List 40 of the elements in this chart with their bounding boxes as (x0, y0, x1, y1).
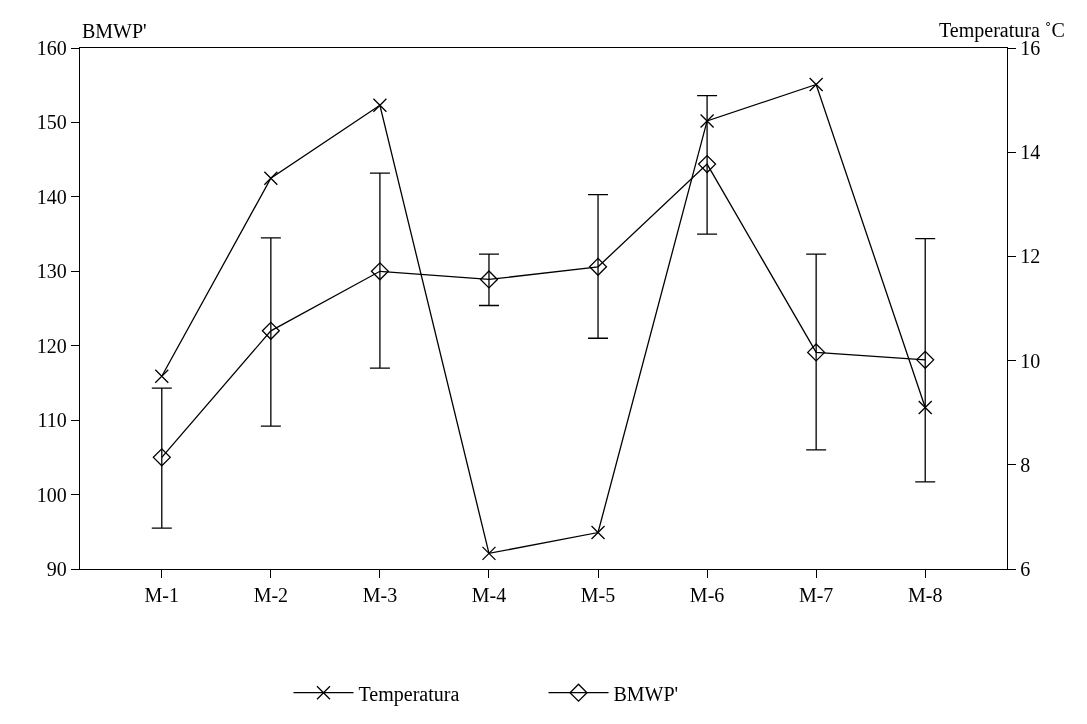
point (918, 400, 933, 415)
y-tick-label: 150 (36, 111, 67, 134)
x-tick-label: M-8 (907, 584, 943, 607)
x-tick-label: M-4 (471, 584, 507, 607)
point (372, 98, 388, 113)
point (807, 343, 826, 362)
legend-label: BMWP' (613, 682, 679, 705)
y-tick-label: 140 (36, 185, 67, 208)
point (588, 257, 608, 276)
y2-tick-label: 8 (1020, 453, 1031, 476)
x-tick-label: M-6 (689, 584, 725, 607)
x-tick-label: M-2 (253, 584, 289, 607)
y2-tick-label: 6 (1020, 558, 1031, 580)
y2-tick-label: 10 (1020, 349, 1041, 372)
point (263, 171, 278, 186)
point (261, 321, 280, 340)
point (699, 113, 715, 129)
y-tick-label: 160 (36, 37, 67, 59)
point (152, 448, 171, 467)
y-tick-label: 110 (37, 409, 67, 432)
point (916, 350, 935, 369)
y-tick-label: 130 (36, 260, 67, 283)
y-tick-label: 120 (36, 334, 67, 357)
x-tick-label: M-3 (362, 584, 398, 607)
x-tick-label: M-5 (580, 584, 616, 607)
point (590, 525, 606, 540)
point (479, 270, 499, 289)
x-tick-label: M-1 (144, 584, 180, 607)
point (697, 155, 717, 174)
point (370, 262, 390, 281)
y-tick-label: 100 (36, 483, 67, 506)
point (481, 546, 497, 561)
x-tick-label: M-7 (798, 584, 834, 607)
y-axis-title: BMWP' (82, 20, 147, 42)
y-tick-label: 90 (46, 558, 67, 580)
legend-label: Temperatura (358, 682, 460, 706)
point (809, 77, 824, 92)
y2-tick-label: 12 (1020, 245, 1041, 268)
point (154, 369, 169, 384)
y2-tick-label: 14 (1020, 141, 1041, 164)
